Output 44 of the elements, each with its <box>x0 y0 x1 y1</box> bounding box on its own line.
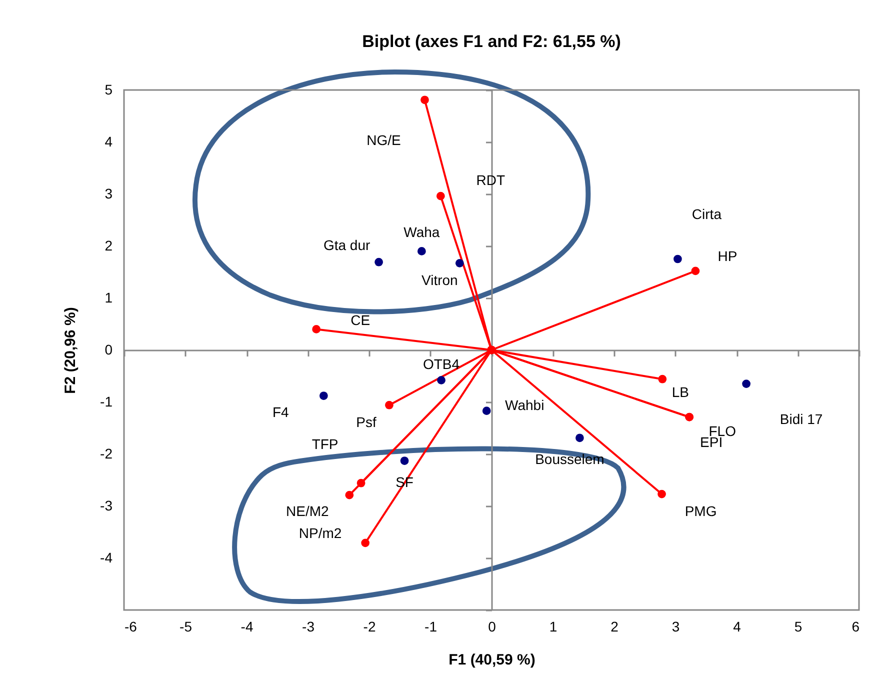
y-tick-label: -2 <box>100 446 113 462</box>
x-tick-label: -1 <box>424 618 438 634</box>
series-label: Gta dur <box>323 237 370 254</box>
series-label: HP <box>718 248 738 264</box>
y-axis-title: F2 (20,96 %) <box>62 307 80 394</box>
series-label: CE <box>350 312 370 328</box>
y-tick-label: -3 <box>100 498 113 514</box>
series-label: PMG <box>684 503 717 520</box>
series-label: Waha <box>404 224 440 240</box>
text: TFP <box>312 436 338 452</box>
y-tick-label: 4 <box>104 134 113 150</box>
x-tick-label: 0 <box>488 618 496 634</box>
x-tick-label: -3 <box>302 618 315 634</box>
text: Bidi 17 <box>780 410 823 427</box>
y-tick-label: -1 <box>100 394 113 410</box>
y-tick-label: 3 <box>104 186 113 202</box>
text: RDT <box>476 172 506 188</box>
x-tick-label: 1 <box>549 618 558 634</box>
series-label: Wahbi <box>505 396 544 413</box>
x-tick-label: 5 <box>794 618 802 634</box>
text: Cirta <box>692 206 722 222</box>
x-tick-label: -4 <box>240 618 254 634</box>
x-tick-label: -5 <box>180 618 192 634</box>
y-tick-label: 0 <box>104 342 113 358</box>
series-label: LB <box>672 384 689 400</box>
x-axis-title: F1 (40,59 %) <box>448 652 536 668</box>
y-tick-label: 5 <box>104 82 113 98</box>
series-label: Vitron <box>421 272 458 288</box>
series-label: Psf <box>356 414 376 430</box>
text: NG/E <box>366 132 401 148</box>
y-tick-label: -4 <box>100 550 113 566</box>
x-tick-label: -2 <box>363 618 376 634</box>
y-tick-label: 1 <box>104 290 113 306</box>
chart-title: Biplot (axes F1 and F2: 61,55 %) <box>362 32 621 51</box>
text: F4 <box>272 404 290 420</box>
series-label: NE/M2 <box>286 503 329 520</box>
x-tick-label: 4 <box>733 618 742 634</box>
series-label: OTB4 <box>422 356 460 372</box>
x-tick-label: 3 <box>672 618 680 634</box>
x-tick-label: -6 <box>124 618 138 634</box>
x-tick-label: 2 <box>610 618 619 634</box>
y-tick-label: 2 <box>104 238 113 254</box>
series-label: NP/m2 <box>298 524 342 541</box>
x-tick-label: 6 <box>852 618 860 634</box>
